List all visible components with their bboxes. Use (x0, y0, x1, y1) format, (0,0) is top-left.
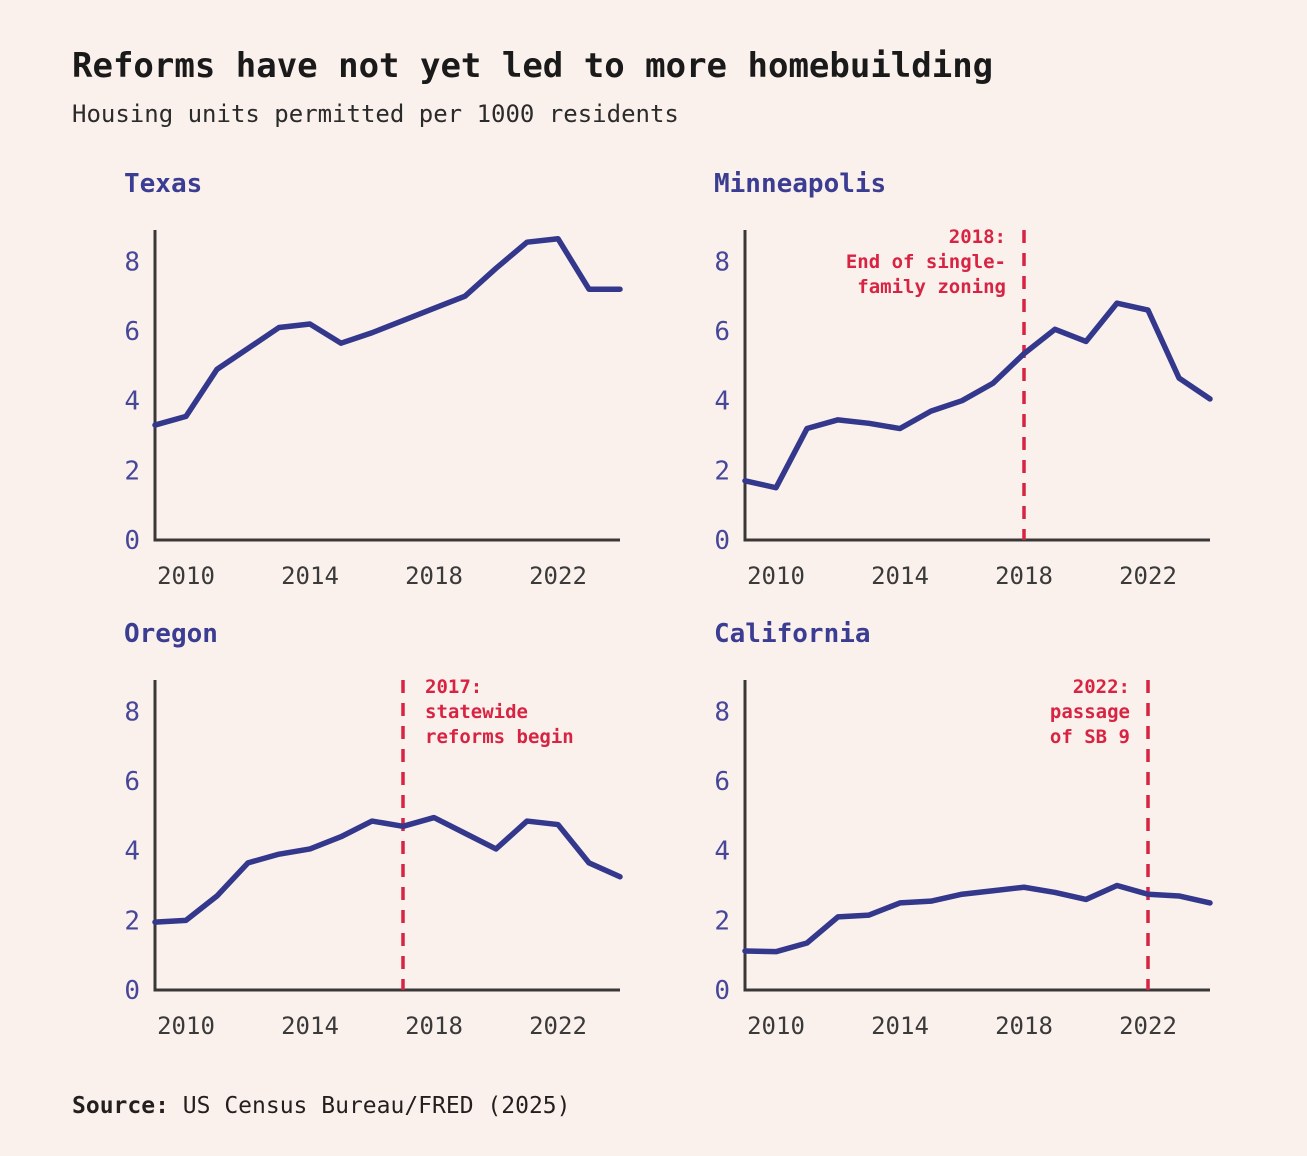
chart-texas: Texas 0 2 4 6 8 2010 2014 2018 2022 (72, 163, 652, 613)
minneapolis-data-line (742, 300, 1213, 491)
y-tick-label: 6 (124, 317, 140, 347)
y-tick-label: 0 (714, 526, 730, 556)
annotation-text-line: reforms begin (425, 726, 574, 748)
x-tick-label: 2010 (747, 1012, 805, 1040)
annotation-text-line: family zoning (857, 276, 1006, 298)
texas-plot-svg: 0 2 4 6 8 2010 2014 2018 2022 (124, 230, 623, 590)
chart-title-oregon: Oregon (124, 619, 218, 649)
annotation-text-line: 2017: (425, 676, 482, 698)
oregon-plot-svg: 0 2 4 6 8 2010 2014 2018 2022 2017: statewide refor… (124, 676, 623, 1040)
y-tick-label: 2 (714, 456, 730, 486)
chart-california: California 0 2 4 6 8 2010 2014 2018 2022 2022: pas… (662, 613, 1242, 1063)
texas-data-line (152, 235, 623, 428)
x-tick-label: 2022 (529, 1012, 587, 1040)
y-tick-label: 6 (714, 317, 730, 347)
annotation-text-line: of SB 9 (1050, 726, 1130, 748)
annotation-text-line: 2022: (1073, 676, 1130, 698)
x-tick-label: 2010 (157, 562, 215, 590)
axes (153, 680, 620, 992)
x-tick-label: 2022 (529, 562, 587, 590)
x-tick-label: 2018 (995, 562, 1053, 590)
x-tick-label: 2014 (281, 1012, 339, 1040)
y-tick-label: 0 (124, 526, 140, 556)
y-tick-label: 0 (124, 976, 140, 1006)
california-data-line (742, 882, 1213, 955)
y-tick-label: 8 (124, 247, 140, 277)
x-tick-label: 2010 (747, 562, 805, 590)
y-tick-label: 2 (714, 906, 730, 936)
chart-title-minneapolis: Minneapolis (714, 169, 887, 199)
y-tick-label: 8 (124, 697, 140, 727)
x-tick-label: 2010 (157, 1012, 215, 1040)
minneapolis-plot-svg: 0 2 4 6 8 2010 2014 2018 2022 2018: End of single-… (714, 226, 1213, 590)
axes (153, 230, 620, 542)
x-tick-label: 2018 (405, 1012, 463, 1040)
axes (743, 230, 1210, 542)
x-tick-label: 2014 (871, 1012, 929, 1040)
annotation-text-line: statewide (425, 701, 528, 723)
y-tick-label: 6 (714, 767, 730, 797)
y-tick-label: 0 (714, 976, 730, 1006)
page-title: Reforms have not yet led to more homebui… (72, 46, 994, 86)
x-tick-label: 2022 (1119, 1012, 1177, 1040)
chart-minneapolis: Minneapolis 0 2 4 6 8 2010 2014 2018 2022 2018: En… (662, 163, 1242, 613)
source-label: Source: (72, 1093, 169, 1119)
y-tick-label: 8 (714, 247, 730, 277)
x-tick-label: 2022 (1119, 562, 1177, 590)
y-tick-label: 4 (714, 837, 730, 867)
oregon-data-line (152, 814, 623, 925)
x-tick-label: 2018 (405, 562, 463, 590)
chart-title-california: California (714, 619, 871, 649)
annotation-text-line: passage (1050, 701, 1130, 723)
chart-oregon: Oregon 0 2 4 6 8 2010 2014 2018 2022 2017: statewi… (72, 613, 652, 1063)
source-line: Source: US Census Bureau/FRED (2025) (72, 1093, 571, 1119)
chart-title-texas: Texas (124, 169, 203, 199)
y-tick-label: 6 (124, 767, 140, 797)
x-tick-label: 2014 (871, 562, 929, 590)
y-tick-label: 8 (714, 697, 730, 727)
y-tick-label: 2 (124, 906, 140, 936)
annotation-text-line: End of single- (846, 251, 1006, 273)
annotation-text-line: 2018: (949, 226, 1006, 248)
y-tick-label: 2 (124, 456, 140, 486)
x-tick-label: 2018 (995, 1012, 1053, 1040)
y-tick-label: 4 (714, 387, 730, 417)
y-tick-label: 4 (124, 837, 140, 867)
california-plot-svg: 0 2 4 6 8 2010 2014 2018 2022 2022: passage of SB 9 (714, 676, 1213, 1040)
page-subtitle: Housing units permitted per 1000 residen… (72, 100, 679, 128)
axes (743, 680, 1210, 992)
x-tick-label: 2014 (281, 562, 339, 590)
y-tick-label: 4 (124, 387, 140, 417)
source-text: US Census Bureau/FRED (2025) (168, 1093, 571, 1119)
